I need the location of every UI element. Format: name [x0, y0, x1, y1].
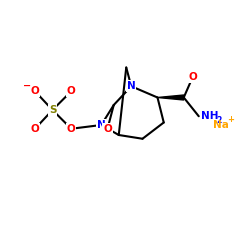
Text: +: +	[227, 115, 234, 124]
Polygon shape	[158, 95, 184, 100]
Text: N: N	[97, 120, 106, 130]
Text: O: O	[103, 124, 112, 134]
Text: N: N	[127, 81, 136, 91]
Text: NH: NH	[201, 111, 218, 121]
Text: O: O	[30, 86, 40, 96]
Text: O: O	[67, 86, 76, 96]
Text: Na: Na	[213, 120, 229, 130]
Text: O: O	[67, 124, 76, 134]
Text: O: O	[188, 72, 197, 83]
Text: S: S	[49, 105, 56, 115]
Text: 2: 2	[217, 116, 222, 125]
Text: −: −	[24, 81, 32, 91]
Text: O: O	[30, 124, 40, 134]
